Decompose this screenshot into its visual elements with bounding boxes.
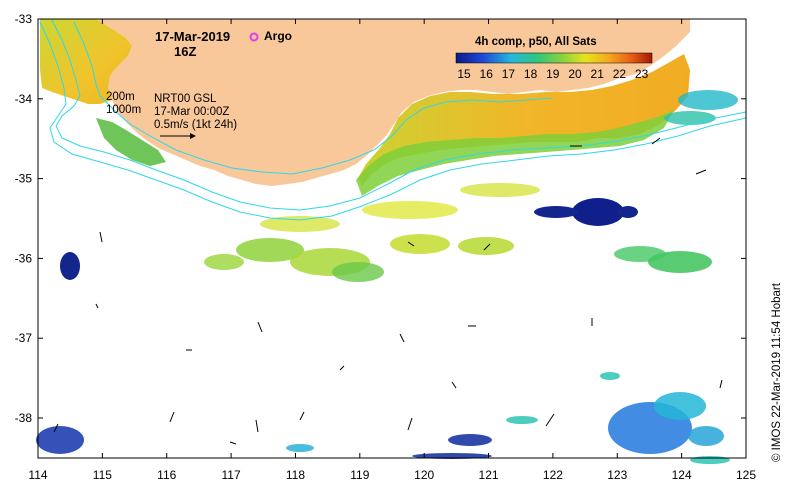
- sst-green-shelf: [356, 110, 674, 196]
- x-tick-label: 120: [414, 468, 434, 482]
- legend-colorbar: [455, 52, 653, 64]
- sst-offshore-patches: [36, 90, 738, 464]
- legend-tick-label: 22: [613, 67, 627, 81]
- map-hour: 16Z: [174, 44, 196, 59]
- current-time: 17-Mar 00:00Z: [154, 106, 229, 118]
- current-source: NRT00 GSL: [154, 93, 217, 105]
- current-scale-arrow: [160, 133, 196, 139]
- legend-ticks: 15 16 17 18 19 20 21 22 23: [457, 67, 648, 81]
- x-tick-label: 115: [93, 468, 112, 482]
- legend-tick-label: 17: [502, 67, 516, 81]
- sst-gab-green: [96, 118, 166, 166]
- x-tick-label: 117: [222, 468, 241, 482]
- sst-coast-band: [358, 54, 690, 186]
- x-tick-label: 122: [543, 468, 563, 482]
- x-tick-label: 118: [286, 468, 305, 482]
- x-tick-label: 114: [28, 468, 47, 482]
- depth-label-200: 200m: [106, 91, 135, 103]
- depth-label-1000: 1000m: [106, 104, 141, 116]
- x-tick-label: 116: [157, 468, 176, 482]
- current-scale: 0.5m/s (1kt 24h): [154, 119, 237, 131]
- y-tick-label: -34: [15, 92, 33, 106]
- y-tick-label: -38: [15, 411, 33, 425]
- legend-tick-label: 19: [546, 67, 560, 81]
- legend-tick-label: 16: [480, 67, 494, 81]
- legend-title: 4h comp, p50, All Sats: [475, 36, 597, 48]
- x-tick-label: 121: [479, 468, 499, 482]
- map-date: 17-Mar-2019: [155, 29, 230, 44]
- x-tick-label: 124: [672, 468, 692, 482]
- x-axis: 114 115 116 117 118 119 120 121 122 123 124 125: [28, 19, 756, 482]
- x-tick-label: 123: [607, 468, 627, 482]
- y-tick-label: -33: [15, 12, 33, 26]
- y-tick-label: -36: [15, 251, 33, 265]
- legend-tick-label: 20: [568, 67, 582, 81]
- plot-frame: [37, 18, 747, 459]
- legend-tick-label: 18: [524, 67, 538, 81]
- argo-marker-icon: [249, 32, 259, 42]
- y-tick-label: -35: [15, 172, 33, 186]
- legend-tick-label: 23: [635, 67, 649, 81]
- y-axis: -33 -34 -35 -36 -37 -38: [15, 12, 746, 425]
- current-vectors: [53, 137, 723, 445]
- x-tick-label: 125: [736, 468, 756, 482]
- imos-credit: © IMOS 22-Mar-2019 11:54 Hobart: [771, 282, 783, 462]
- argo-label: Argo: [264, 29, 292, 43]
- legend-tick-label: 21: [591, 67, 605, 81]
- x-tick-label: 119: [350, 468, 369, 482]
- y-tick-label: -37: [15, 331, 33, 345]
- legend-tick-label: 15: [457, 67, 471, 81]
